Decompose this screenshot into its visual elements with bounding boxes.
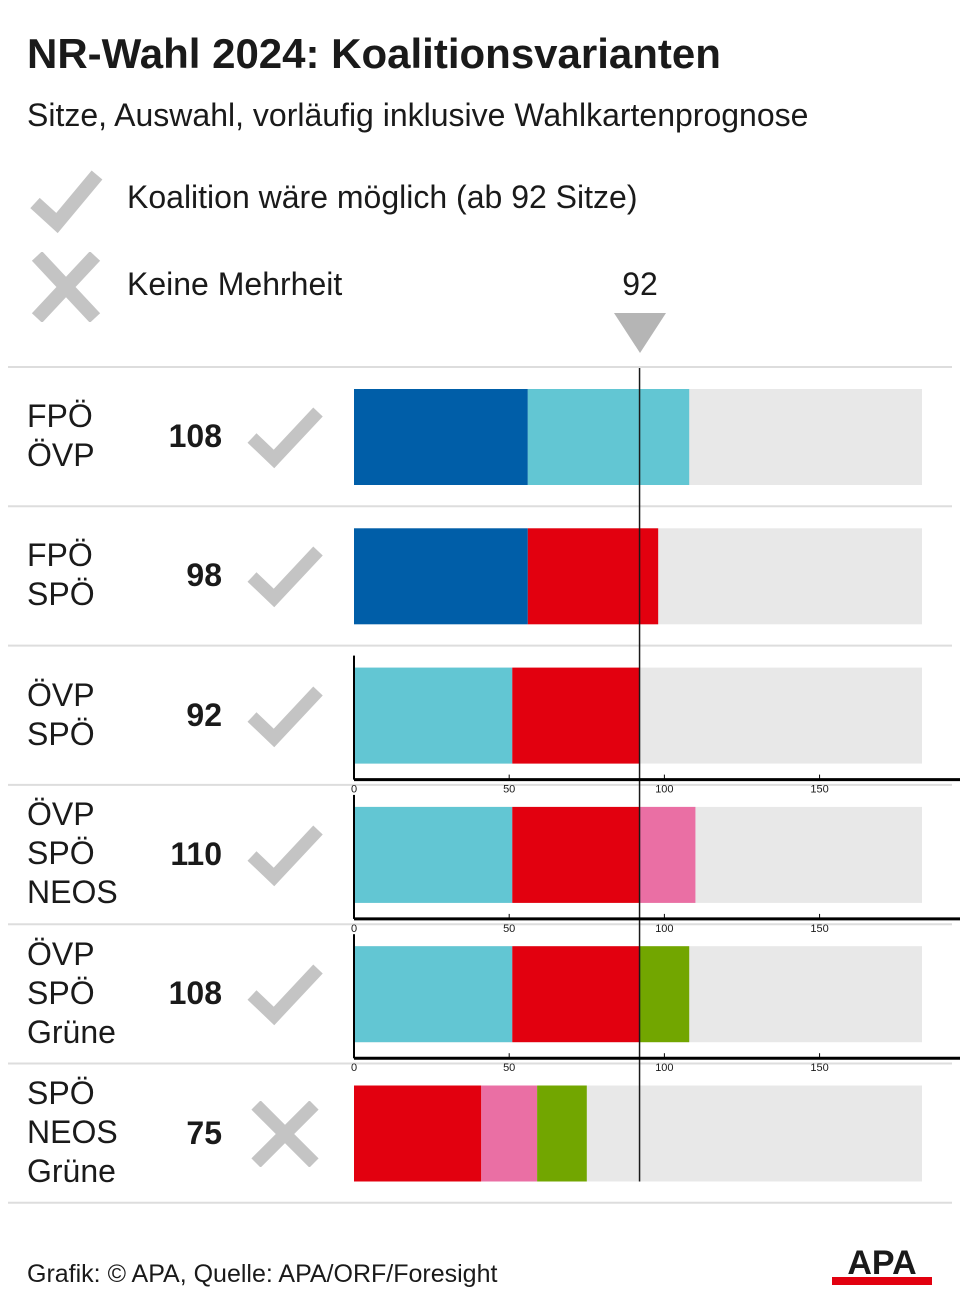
row-parties: FPÖ SPÖ	[27, 536, 95, 614]
party-label: Grüne	[27, 1153, 116, 1189]
bar-segment	[512, 946, 640, 1043]
bar-segment	[512, 806, 640, 903]
cross-icon	[251, 1100, 319, 1167]
bar-segment	[512, 667, 640, 764]
party-label: FPÖ	[27, 398, 93, 434]
bar-segment	[354, 389, 528, 485]
bar-segment	[354, 667, 513, 764]
seat-total: 98	[186, 557, 222, 594]
party-label: Grüne	[27, 1013, 116, 1050]
bar-segment	[639, 806, 696, 903]
threshold-marker	[614, 313, 666, 353]
party-label: SPÖ	[27, 974, 95, 1011]
tick-label: 0	[351, 1062, 357, 1074]
tick-label: 150	[810, 784, 828, 796]
row-parties: ÖVP SPÖ NEOS	[27, 795, 118, 912]
tick-label: 0	[351, 784, 357, 796]
check-icon	[30, 170, 103, 234]
seat-total: 92	[186, 696, 222, 733]
legend-none-text: Keine Mehrheit	[127, 266, 343, 302]
row-parties: ÖVP SPÖ	[27, 676, 95, 754]
row-parties: FPÖ ÖVP	[27, 397, 95, 475]
tick-label: 150	[810, 1062, 828, 1074]
bar-segment	[481, 1085, 538, 1182]
seat-total: 108	[168, 418, 222, 454]
tick-label: 50	[503, 1062, 515, 1074]
party-label: SPÖ	[27, 1075, 95, 1111]
legend-possible-text: Koalition wäre möglich (ab 92 Sitze)	[127, 179, 638, 215]
bar-segment	[354, 806, 513, 903]
tick-label: 50	[503, 923, 515, 935]
check-icon	[247, 546, 323, 608]
tick-label: 100	[655, 1062, 673, 1074]
apa-logo-text: APA	[847, 1244, 916, 1282]
bar-segment	[527, 528, 659, 625]
tick-label: 0	[351, 923, 357, 935]
party-label: SPÖ	[27, 715, 95, 752]
bar-segment	[639, 946, 690, 1043]
party-label: ÖVP	[27, 935, 95, 972]
seat-total: 108	[168, 975, 222, 1012]
check-icon	[247, 407, 323, 469]
tick-label: 100	[655, 784, 673, 796]
bar-segment	[354, 1085, 482, 1182]
party-label: ÖVP	[27, 796, 95, 833]
seat-total: 110	[170, 835, 222, 872]
row-parties: ÖVP SPÖ Grüne	[27, 935, 116, 1052]
seat-total: 75	[186, 1114, 222, 1151]
party-label: FPÖ	[27, 537, 93, 574]
threshold-label: 92	[622, 266, 658, 302]
chart-subtitle: Sitze, Auswahl, vorläufig inklusive Wahl…	[27, 97, 809, 133]
chart-title: NR-Wahl 2024: Koalitionsvarianten	[27, 30, 721, 77]
tick-label: 100	[655, 923, 673, 935]
party-label: ÖVP	[27, 437, 95, 473]
bar-segment	[354, 946, 513, 1043]
tick-label: 50	[503, 784, 515, 796]
cross-icon	[31, 252, 101, 322]
check-icon	[247, 686, 323, 747]
party-label: NEOS	[27, 874, 118, 911]
party-label: SPÖ	[27, 835, 95, 872]
bar-segment	[354, 528, 528, 625]
party-label: NEOS	[27, 1114, 118, 1150]
bar-segment	[537, 1085, 587, 1182]
row-parties: SPÖ NEOS Grüne	[27, 1074, 118, 1191]
party-label: SPÖ	[27, 576, 95, 613]
source-credit: Grafik: © APA, Quelle: APA/ORF/Foresight	[27, 1260, 498, 1288]
apa-logo: APA	[832, 1244, 932, 1285]
party-label: ÖVP	[27, 676, 95, 713]
bar-segment	[527, 389, 690, 485]
check-icon	[247, 964, 323, 1026]
tick-label: 150	[810, 923, 828, 935]
check-icon	[247, 825, 323, 887]
